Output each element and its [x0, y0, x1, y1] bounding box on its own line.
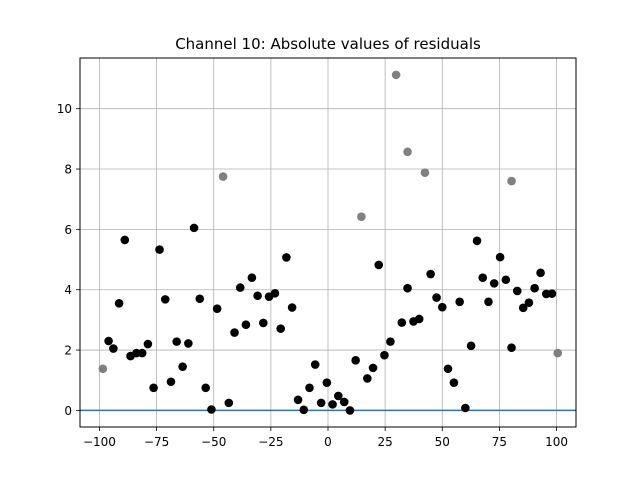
inlier-point: [189, 223, 199, 233]
inlier-point: [305, 383, 314, 393]
inlier-point: [501, 275, 511, 285]
y-axis: 0 2 4 6 8 10: [57, 102, 80, 418]
inlier-point: [109, 344, 118, 353]
inlier-point: [386, 337, 395, 346]
inlier-point: [536, 268, 545, 278]
x-tick-label: −25: [258, 435, 283, 449]
inlier-point: [414, 314, 424, 324]
x-tick-label: 0: [324, 435, 332, 449]
inlier-point: [166, 377, 176, 387]
inlier-point: [104, 336, 113, 346]
inlier-point: [512, 286, 522, 296]
inlier-point: [449, 378, 459, 387]
inlier-point: [547, 289, 557, 298]
inlier-point: [184, 339, 193, 348]
y-tick-label: 8: [64, 163, 72, 177]
inlier-point: [149, 383, 158, 393]
outlier-point: [403, 147, 412, 157]
inlier-point: [230, 328, 239, 337]
outlier-point: [420, 168, 430, 177]
outlier-point: [218, 172, 228, 181]
outlier-point: [357, 212, 366, 222]
inlier-point: [397, 318, 407, 327]
inlier-point: [241, 320, 251, 330]
y-tick-label: 2: [64, 344, 72, 358]
inlier-point: [339, 397, 349, 407]
x-tick-label: 100: [545, 435, 568, 449]
inlier-point: [530, 283, 539, 293]
inlier-point: [380, 350, 389, 360]
x-tick-label: 25: [378, 435, 393, 449]
inlier-point: [328, 400, 337, 409]
x-tick-label: 50: [435, 435, 450, 449]
inlier-point: [455, 297, 464, 307]
inlier-point: [276, 324, 285, 333]
inlier-point: [120, 235, 130, 245]
inlier-point: [489, 279, 499, 288]
inlier-point: [287, 303, 297, 312]
inlier-point: [212, 304, 222, 314]
inlier-point: [322, 378, 332, 387]
inlier-point: [259, 318, 268, 328]
inlier-point: [270, 289, 280, 298]
inlier-point: [461, 403, 470, 413]
inlier-point: [443, 364, 453, 374]
inlier-point: [478, 273, 488, 282]
inlier-point: [507, 343, 516, 352]
inlier-point: [137, 348, 147, 358]
inlier-point: [178, 362, 187, 371]
inlier-point: [333, 391, 343, 401]
inlier-point: [235, 283, 245, 292]
y-tick-label: 10: [57, 102, 72, 116]
outlier-point: [553, 348, 563, 358]
inlier-point: [293, 395, 303, 405]
inlier-point: [310, 360, 320, 369]
x-tick-label: −75: [144, 435, 169, 449]
inlier-point: [195, 294, 205, 304]
inlier-point: [351, 356, 360, 365]
inlier-point: [207, 405, 216, 414]
x-tick-label: 75: [492, 435, 507, 449]
inlier-point: [160, 295, 170, 304]
inlier-point: [426, 269, 435, 279]
inlier-point: [484, 297, 493, 307]
inlier-point: [253, 291, 262, 301]
inlier-point: [518, 303, 528, 313]
x-tick-label: −100: [83, 435, 116, 449]
inlier-point: [316, 398, 326, 408]
inlier-point: [403, 283, 412, 293]
inlier-point: [524, 298, 534, 307]
outlier-point: [507, 176, 516, 186]
grid-layer: [80, 58, 576, 427]
inlier-point: [172, 337, 181, 346]
inlier-point: [495, 252, 505, 262]
y-tick-label: 4: [64, 283, 72, 297]
x-tick-label: −50: [201, 435, 226, 449]
inlier-point: [282, 253, 291, 262]
inlier-point: [374, 260, 384, 270]
inlier-point: [155, 245, 164, 254]
outlier-point: [391, 70, 401, 80]
points-layer: [98, 70, 563, 415]
inlier-point: [437, 302, 447, 312]
inlier-point: [466, 341, 476, 351]
inlier-point: [114, 298, 124, 308]
inlier-point: [472, 236, 482, 246]
x-axis: −100 −75 −50 −25 0 25 50 75 100: [83, 427, 568, 449]
inlier-point: [363, 374, 372, 383]
inlier-point: [224, 398, 234, 408]
inlier-point: [432, 293, 441, 302]
inlier-point: [368, 363, 378, 373]
inlier-point: [345, 406, 355, 415]
y-tick-label: 6: [64, 223, 72, 237]
inlier-point: [143, 339, 153, 349]
chart-title: Channel 10: Absolute values of residuals: [175, 35, 481, 53]
y-tick-label: 0: [64, 404, 72, 418]
inlier-point: [247, 273, 257, 282]
inlier-point: [201, 383, 211, 393]
inlier-point: [299, 405, 309, 415]
outlier-point: [98, 364, 108, 374]
